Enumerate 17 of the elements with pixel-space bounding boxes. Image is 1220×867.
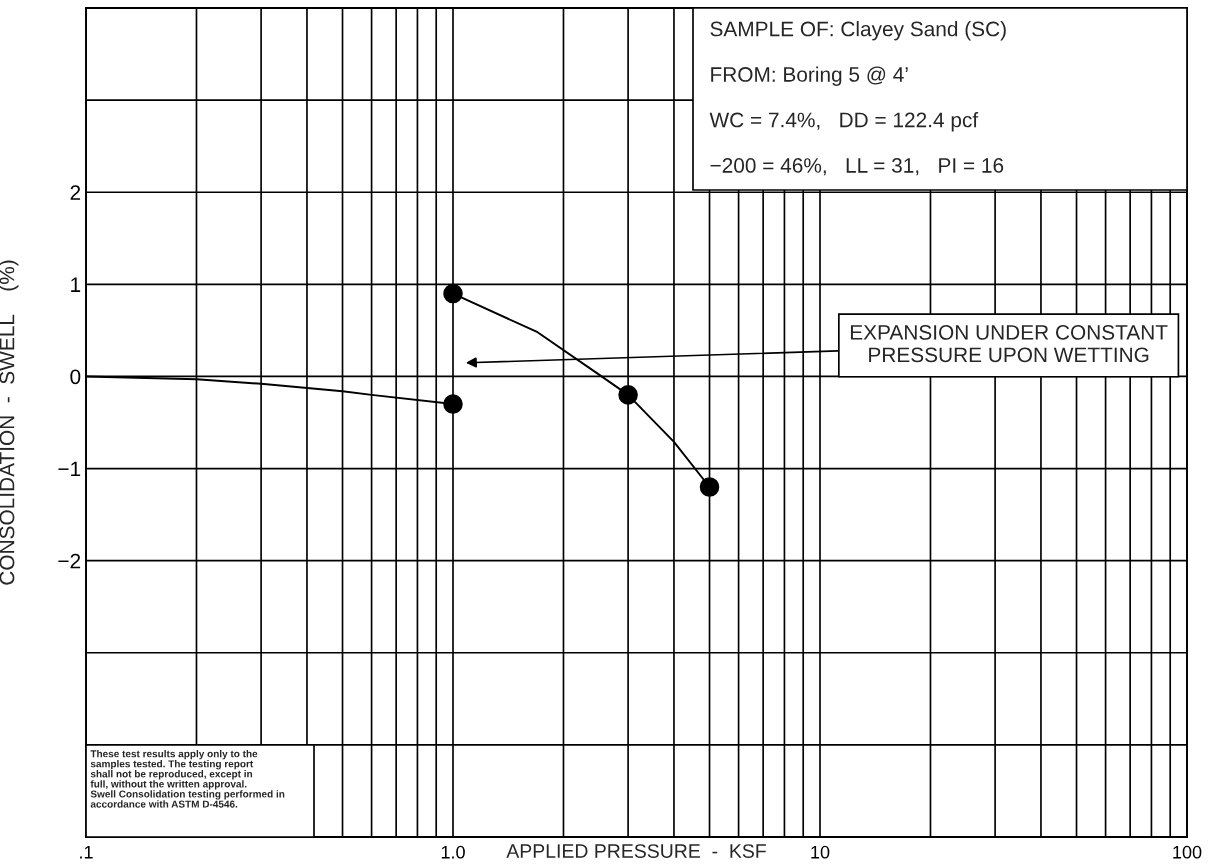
annotation: These test results apply only to the samples tested. The testing report shall not be reproduced, except in full, without the written approval. Swell Consolidation testing performed in accordance with ASTM D-4546.: [90, 749, 285, 808]
y-tick-label: 1: [71, 277, 81, 292]
annotation: −200 = 46%, LL = 31, PI = 16: [710, 158, 1004, 176]
y-axis-title: CONSOLIDATION - SWELL (%): [0, 260, 19, 585]
x-tick-label: .1: [80, 846, 93, 859]
y-tick-label: −2: [58, 553, 81, 569]
y-tick-label: 0: [70, 369, 81, 385]
y-tick-label: 2: [70, 185, 81, 200]
x-tick-label: 10: [811, 845, 830, 859]
annotation: WC = 7.4%, DD = 122.4 pcf: [709, 112, 979, 132]
annotation: FROM: Boring 5 @ 4’: [711, 66, 908, 86]
y-tick-label: −1: [58, 461, 81, 477]
x-axis-title: APPLIED PRESSURE - KSF: [506, 844, 766, 858]
x-tick-label: 1.0: [441, 845, 465, 859]
annotation: EXPANSION UNDER CONSTANT PRESSURE UPON WETTING: [850, 325, 1168, 363]
x-tick-label: 100: [1173, 845, 1202, 859]
annotation: SAMPLE OF: Clayey Sand (SC): [710, 21, 1006, 41]
